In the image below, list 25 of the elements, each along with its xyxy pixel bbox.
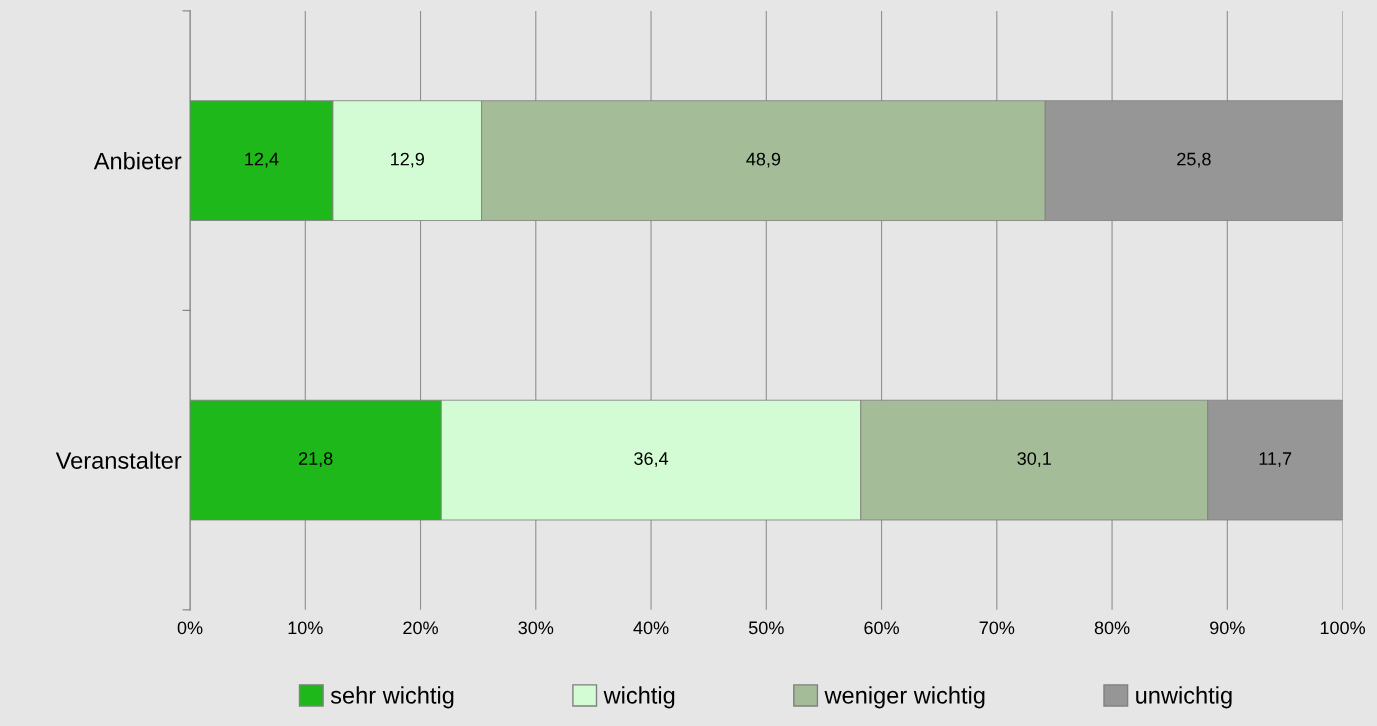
y-tick-label: Anbieter [93, 152, 182, 170]
data-label: 25,8 [1177, 152, 1211, 168]
x-tick-label: 50% [748, 621, 784, 635]
legend-label: weniger wichtig [824, 686, 985, 709]
x-tick-label: 20% [403, 621, 438, 635]
y-tick-label: Veranstalter [55, 451, 182, 469]
x-tick-label: 0% [177, 621, 203, 635]
data-label: 48,9 [746, 152, 781, 168]
x-tick-label: 40% [633, 621, 669, 635]
x-tick-label: 90% [1210, 621, 1245, 635]
x-tick-label: 60% [864, 621, 899, 635]
data-label: 11,7 [1259, 452, 1292, 468]
legend-label: sehr wichtig [330, 686, 454, 709]
data-label: 12,4 [245, 152, 279, 168]
x-tick-label: 100% [1320, 621, 1366, 635]
x-tick-label: 80% [1094, 621, 1130, 635]
x-tick-label: 30% [518, 621, 554, 635]
legend-label: unwichtig [1136, 686, 1232, 709]
x-tick-label: 70% [979, 621, 1015, 635]
data-label: 12,9 [391, 152, 424, 168]
data-label: 30,1 [1017, 452, 1051, 468]
data-label: 21,8 [298, 452, 333, 468]
x-tick-label: 10% [288, 621, 323, 635]
data-label: 36,4 [634, 452, 669, 468]
legend-label: wichtig [603, 686, 675, 709]
